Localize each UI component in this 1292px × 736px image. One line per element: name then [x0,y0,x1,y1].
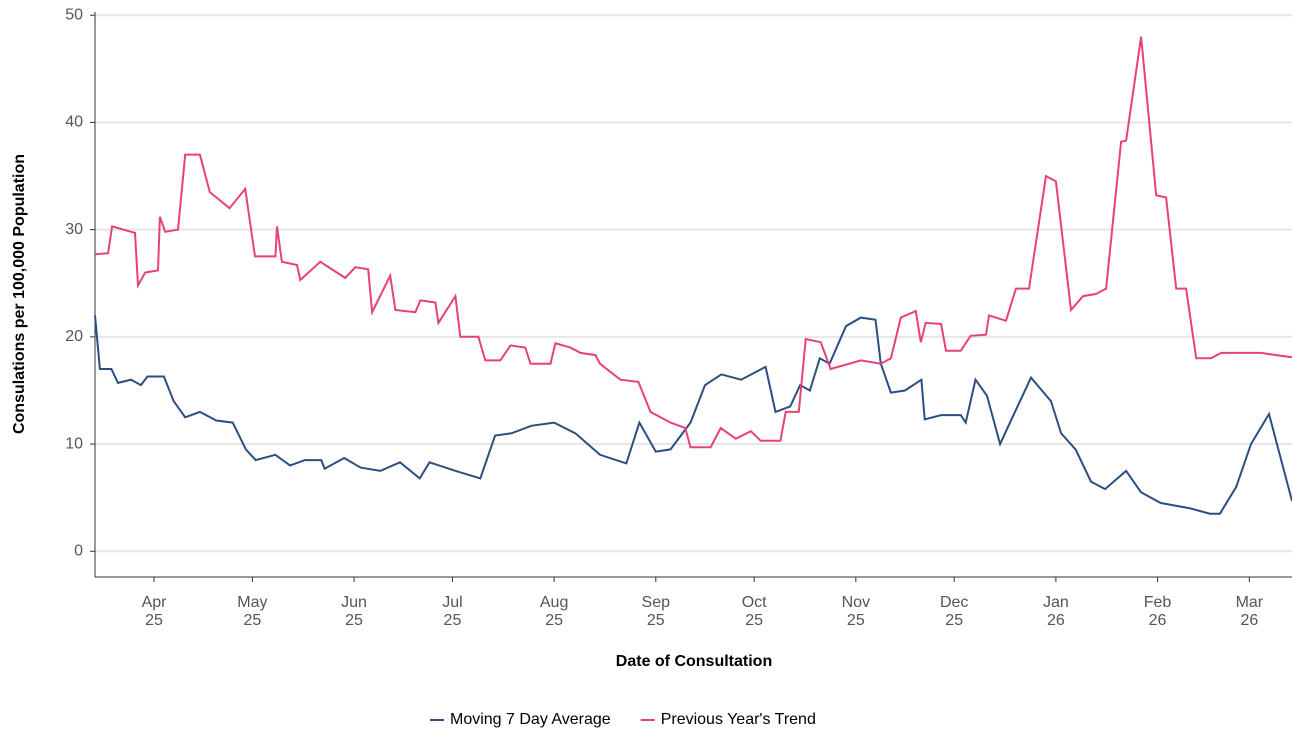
x-tick-label: Mar 26 [1235,594,1264,629]
x-tick-label: Jul 25 [442,594,463,629]
legend-label: Moving 7 Day Average [450,711,611,728]
y-tick-label: 0 [74,542,83,559]
y-tick-label: 10 [65,435,83,452]
y-tick-label: 20 [65,328,83,345]
x-tick-label: Jun 25 [341,594,367,629]
x-tick-label: Nov 25 [841,594,871,629]
x-tick-label: Jan 26 [1042,594,1069,629]
series-line [94,315,1292,515]
y-axis-title: Consulations per 100,000 Population [11,154,28,434]
x-tick-label: Aug 25 [539,594,569,629]
x-axis-title: Date of Consultation [616,653,772,670]
series-line [94,36,1292,449]
x-tick-label: Dec 25 [939,594,969,629]
x-tick-label: Oct 25 [741,594,767,629]
x-tick-label: Apr 25 [141,594,167,629]
x-tick-label: Feb 26 [1143,594,1172,629]
legend-label: Previous Year's Trend [661,711,816,728]
y-tick-label: 40 [65,114,83,131]
x-tick-label: Sep 25 [641,594,671,629]
y-tick-label: 50 [65,6,83,23]
y-tick-label: 30 [65,221,83,238]
x-tick-label: May 25 [237,594,268,629]
